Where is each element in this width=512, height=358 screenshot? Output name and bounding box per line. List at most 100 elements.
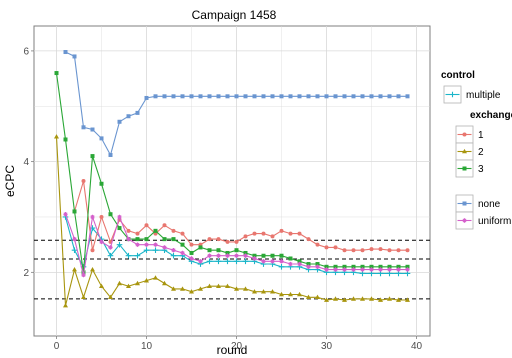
data-point: [225, 94, 230, 99]
data-point: [243, 253, 248, 258]
data-point: [125, 252, 132, 259]
data-point: [144, 237, 149, 242]
data-point: [162, 237, 167, 242]
data-point: [279, 291, 284, 297]
data-point: [243, 94, 248, 99]
series-line-2: [55, 136, 408, 306]
data-point: [324, 297, 329, 302]
data-point: [170, 252, 177, 259]
data-point: [297, 231, 302, 236]
data-point: [297, 291, 302, 297]
data-point: [333, 264, 338, 269]
legend-label: 1: [478, 130, 484, 141]
data-point: [162, 223, 167, 228]
data-point: [216, 248, 221, 253]
y-tick-labels: 2 4 6: [23, 46, 29, 278]
data-point: [279, 94, 284, 99]
legend-marker: [462, 148, 467, 154]
data-point: [315, 94, 320, 99]
data-point: [116, 241, 123, 248]
legend-title: control: [441, 70, 475, 81]
data-point: [333, 245, 338, 250]
data-point: [206, 258, 213, 265]
data-point: [233, 258, 240, 265]
data-point: [71, 247, 78, 253]
data-point: [396, 297, 401, 302]
data-point: [396, 94, 401, 99]
data-point: [207, 253, 212, 258]
y-tick-label: 4: [23, 157, 29, 168]
legend-marker: [462, 218, 467, 223]
data-point: [333, 296, 338, 301]
data-point: [135, 242, 140, 247]
data-point: [351, 296, 356, 301]
data-point: [198, 94, 203, 99]
data-point: [234, 239, 239, 244]
data-point: [252, 253, 257, 258]
data-point: [387, 248, 392, 253]
data-point: [108, 245, 113, 250]
data-point: [99, 239, 104, 245]
data-point: [234, 248, 239, 253]
data-point: [144, 223, 149, 228]
data-point: [216, 253, 221, 258]
legend: control multiple exchange 1 2 3 none uniform: [441, 70, 512, 230]
data-point: [405, 297, 410, 302]
data-point: [153, 228, 158, 233]
data-point: [189, 250, 194, 255]
data-point: [81, 179, 86, 183]
data-point: [99, 136, 104, 141]
data-point: [99, 283, 104, 288]
data-point: [396, 248, 401, 253]
data-point: [360, 248, 365, 253]
legend-title: exchange: [470, 110, 512, 121]
data-point: [135, 280, 140, 286]
data-point: [252, 231, 257, 236]
data-point: [243, 234, 248, 239]
data-point: [207, 248, 212, 253]
data-point: [360, 267, 365, 272]
data-point: [252, 94, 257, 99]
data-point: [153, 275, 158, 280]
data-point: [117, 214, 122, 220]
data-point: [306, 294, 311, 300]
series-multiple: [62, 214, 411, 277]
data-point: [108, 294, 113, 300]
data-point: [279, 253, 284, 258]
legend-label: none: [478, 199, 501, 210]
data-point: [387, 264, 392, 269]
data-point: [405, 267, 410, 272]
y-axis-label: eCPC: [3, 165, 17, 197]
data-point: [135, 237, 140, 242]
data-point: [342, 94, 347, 99]
data-point: [72, 209, 77, 214]
data-point: [324, 267, 329, 272]
data-point: [126, 114, 131, 119]
data-point: [378, 94, 383, 99]
data-point: [225, 250, 230, 255]
data-point: [126, 228, 131, 233]
series-uniform: [63, 212, 410, 278]
data-point: [126, 283, 131, 288]
data-point: [270, 259, 275, 264]
legend-label: 2: [478, 147, 484, 158]
data-point: [153, 242, 158, 247]
x-tick-label: 30: [321, 341, 333, 352]
data-point: [306, 264, 311, 270]
data-point: [162, 280, 167, 286]
data-point: [360, 296, 365, 301]
data-point: [143, 247, 150, 253]
data-point: [216, 94, 221, 99]
data-point: [369, 267, 374, 272]
data-point: [278, 264, 285, 270]
data-point: [198, 259, 203, 264]
data-point: [107, 252, 114, 259]
data-point: [324, 245, 329, 250]
data-point: [270, 253, 275, 258]
data-point: [252, 256, 257, 261]
data-point: [288, 94, 293, 99]
data-point: [189, 256, 194, 261]
data-point: [261, 289, 266, 294]
data-point: [90, 214, 95, 220]
